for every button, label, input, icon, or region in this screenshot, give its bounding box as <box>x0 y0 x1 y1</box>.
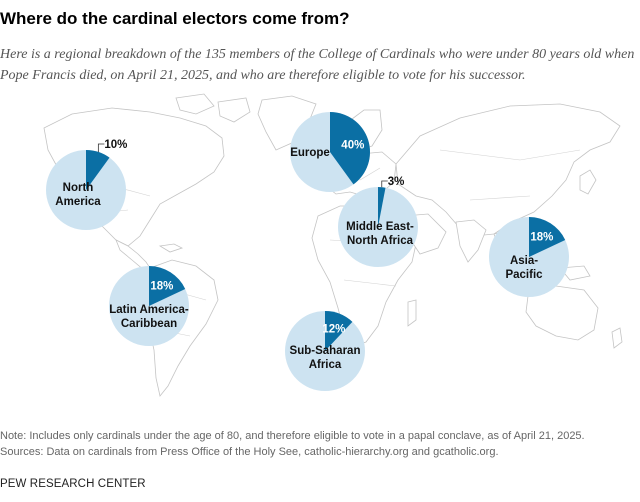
pct-label-na: 10% <box>104 139 127 151</box>
region-label-na: North <box>63 182 94 194</box>
chart-title: Where do the cardinal electors come from… <box>0 9 350 28</box>
pie-mena: 3% Middle East- North Africa <box>338 176 418 267</box>
world-map: 10% North America 40% Europe 3% Middle East- No… <box>43 93 623 397</box>
region-pies: 10% North America 40% Europe 3% Middle East- No… <box>46 111 569 391</box>
region-label-ap: Asia- <box>510 255 538 267</box>
region-label-ssa: Africa <box>309 359 342 371</box>
pct-label-ap: 18% <box>530 232 553 244</box>
pct-leader-mena <box>381 180 388 188</box>
pie-slice-ap <box>529 217 566 257</box>
pie-lac: 18% Latin America- Caribbean <box>109 266 189 346</box>
pie-slice-lac <box>149 266 186 306</box>
pie-slice-mena <box>378 187 386 227</box>
pct-label-eu: 40% <box>341 140 364 152</box>
brand-name: PEW RESEARCH CENTER <box>0 478 146 490</box>
sources-text: Sources: Data on cardinals from Press Of… <box>0 446 499 458</box>
pct-label-lac: 18% <box>150 281 173 293</box>
pie-slice-eu <box>330 111 371 185</box>
region-label-ap: Pacific <box>505 269 543 281</box>
pie-slice-na <box>86 150 110 190</box>
chart-subtitle: Here is a regional breakdown of the 135 … <box>0 47 635 83</box>
pct-label-mena: 3% <box>388 176 405 188</box>
pct-label-ssa: 12% <box>322 324 345 336</box>
notes-block: Note: Includes only cardinals under the … <box>0 428 640 460</box>
pie-ap: 18% Asia- Pacific <box>489 217 569 297</box>
pct-leader-na <box>97 143 105 152</box>
region-label-mena: North Africa <box>347 235 414 247</box>
region-label-na: America <box>55 196 101 208</box>
region-label-ssa: Sub-Saharan <box>290 345 361 357</box>
note-text: Note: Includes only cardinals under the … <box>0 430 585 442</box>
region-label-lac: Caribbean <box>121 318 177 330</box>
pie-eu: 40% Europe <box>290 111 371 192</box>
region-label-mena: Middle East- <box>346 221 414 233</box>
region-label-lac: Latin America- <box>109 304 189 316</box>
pie-na: 10% North America <box>46 139 127 230</box>
region-label-eu: Europe <box>290 147 330 159</box>
pie-slice-ssa <box>325 311 353 351</box>
pie-ssa: 12% Sub-Saharan Africa <box>285 311 365 391</box>
